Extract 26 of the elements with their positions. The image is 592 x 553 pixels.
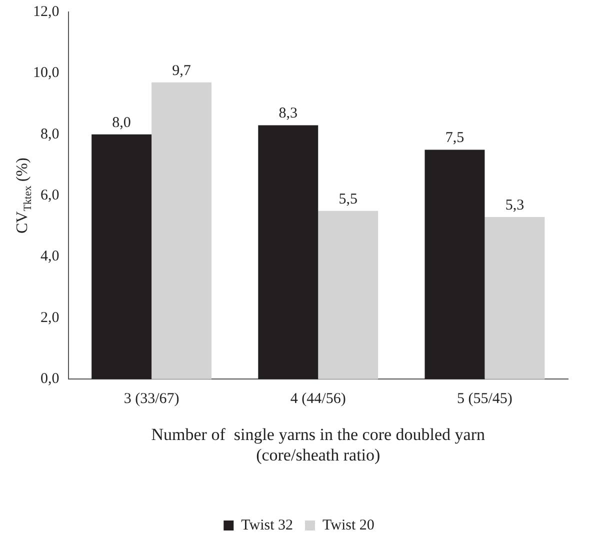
bar [484, 217, 545, 380]
bar [152, 82, 212, 380]
y-axis-title: CVTktex (%) [14, 158, 34, 234]
x-axis-title: Number of single yarns in the core doubled yarn (core/sheath ratio) [151, 424, 486, 464]
data-label: 5,3 [505, 197, 524, 214]
legend-label: Twist 20 [322, 517, 374, 534]
legend-label: Twist 32 [241, 517, 294, 534]
data-label: 9,7 [172, 62, 192, 79]
y-tick-label: 10,0 [33, 65, 60, 82]
y-tick-label: 4,0 [40, 248, 60, 265]
y-tick-label: 0,0 [40, 371, 60, 388]
bar [424, 150, 485, 380]
data-label: 8,3 [278, 106, 298, 122]
bar [92, 134, 152, 380]
bar [318, 210, 378, 380]
bar [258, 125, 318, 380]
x-tick-label: 4 (44/56) [290, 391, 346, 408]
data-label: 8,0 [112, 114, 131, 131]
y-tick-label: 2,0 [40, 310, 60, 326]
x-tick-label: 3 (33/67) [124, 391, 180, 408]
y-tick-label: 8,0 [40, 126, 60, 142]
y-tick-label: 6,0 [40, 188, 60, 204]
data-label: 5,5 [338, 191, 358, 208]
data-label: 7,5 [445, 130, 464, 146]
y-tick-label: 12,0 [33, 4, 60, 20]
x-tick-label: 5 (55/45) [456, 391, 512, 408]
